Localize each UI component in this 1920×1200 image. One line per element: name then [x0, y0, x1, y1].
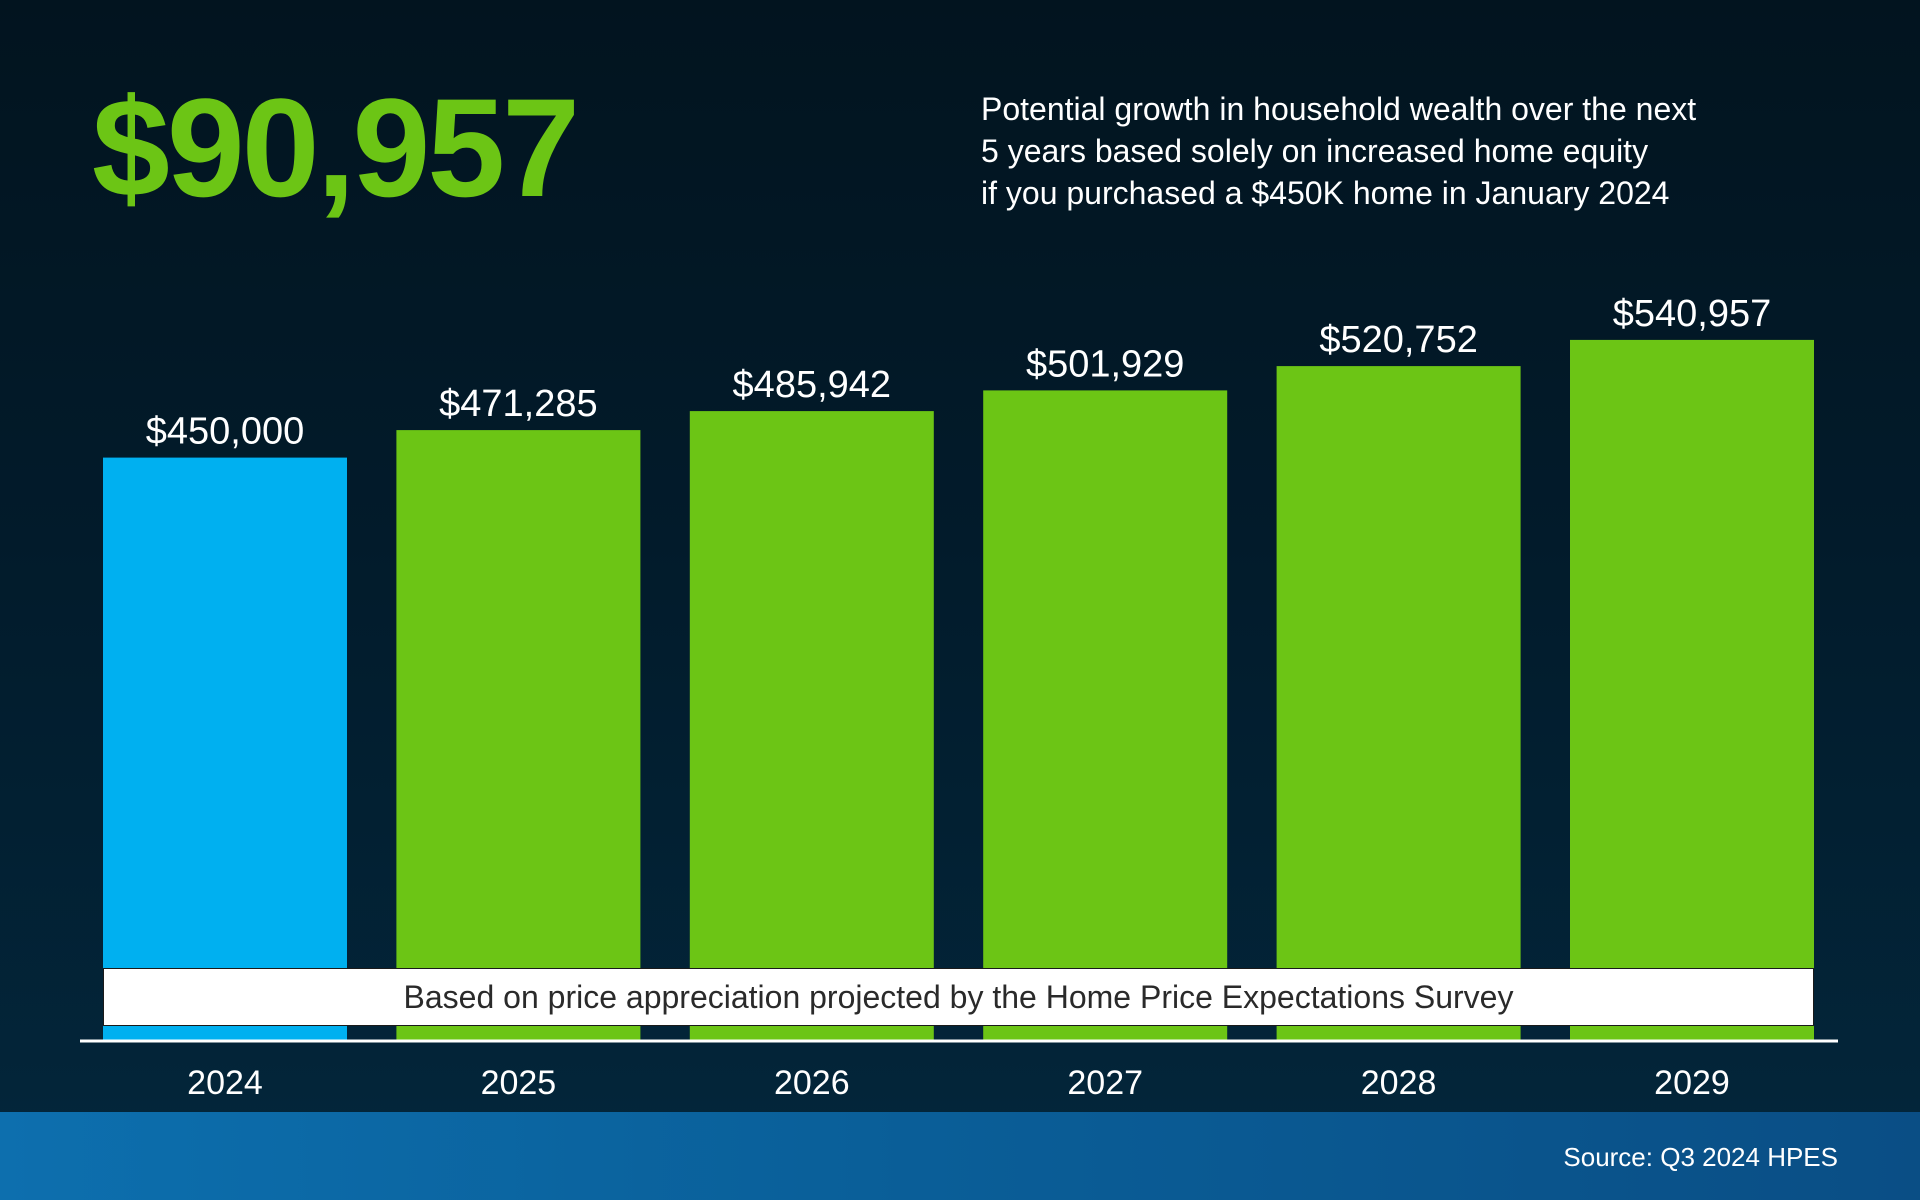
tick-label-2029: 2029: [1654, 1064, 1730, 1102]
tick-labels-layer: 2024 2025 2026 2027 2028 2029: [187, 1064, 1730, 1102]
tick-label-2026: 2026: [774, 1064, 850, 1102]
description: Potential growth in household wealth ove…: [981, 88, 1861, 214]
footer-band: [0, 1112, 1920, 1200]
bar-2025: [396, 430, 641, 1041]
description-line-3: if you purchased a $450K home in January…: [981, 175, 1670, 211]
bars-layer: [103, 339, 1814, 1041]
data-label-2027: $501,929: [1026, 343, 1185, 385]
data-label-2024: $450,000: [146, 411, 305, 453]
bar-2028: [1276, 366, 1521, 1041]
data-label-2026: $485,942: [733, 364, 892, 406]
tick-label-2027: 2027: [1067, 1064, 1143, 1102]
description-line-2: 5 years based solely on increased home e…: [981, 133, 1649, 169]
data-label-2028: $520,752: [1319, 319, 1478, 361]
bar-2029: [1570, 339, 1814, 1040]
tick-label-2024: 2024: [187, 1064, 263, 1102]
footnote-box: Based on price appreciation projected by…: [103, 968, 1814, 1026]
source-note: Source: Q3 2024 HPES: [1563, 1142, 1838, 1172]
data-label-2029: $540,957: [1613, 293, 1772, 335]
description-line-1: Potential growth in household wealth ove…: [981, 91, 1697, 127]
headline-value: $90,957: [92, 69, 580, 226]
bar-2026: [689, 411, 934, 1041]
tick-label-2025: 2025: [481, 1064, 557, 1102]
bar-2027: [983, 390, 1228, 1040]
bar-chart: $450,000 $471,285 $485,942 $501,929 $520,752…: [103, 293, 1814, 1102]
data-labels-layer: $450,000 $471,285 $485,942 $501,929 $520,752…: [146, 293, 1772, 453]
tick-label-2028: 2028: [1361, 1064, 1437, 1102]
bar-2024: [103, 457, 347, 1041]
data-label-2025: $471,285: [439, 383, 598, 425]
footnote-text: Based on price appreciation projected by…: [403, 978, 1514, 1015]
